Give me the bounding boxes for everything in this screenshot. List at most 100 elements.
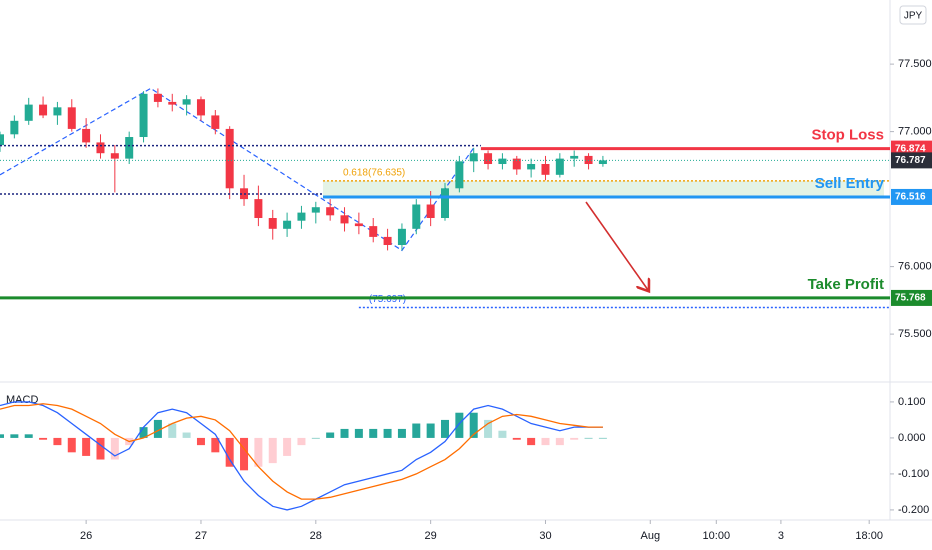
x-tick-label: 30 — [539, 530, 551, 542]
candle-body — [96, 142, 105, 154]
histogram-bar — [541, 437, 550, 446]
candle-body — [110, 153, 119, 159]
candle-body — [268, 218, 277, 229]
candle-body — [0, 134, 4, 146]
fib-label: 0.618(76.635) — [343, 168, 405, 179]
histogram-bar — [369, 428, 378, 438]
candle-body — [182, 99, 191, 105]
x-tick-label: Aug — [640, 530, 660, 542]
y-tick-label: 77.500 — [898, 58, 932, 70]
candle-body — [326, 207, 335, 216]
histogram-bar — [110, 437, 119, 460]
candle-body — [512, 158, 521, 170]
candle-body — [225, 128, 234, 189]
histogram-bar — [598, 437, 607, 439]
histogram-bar — [311, 437, 320, 439]
candle-body — [397, 228, 406, 246]
price-label: 76.874 — [895, 143, 926, 154]
arrow — [585, 201, 648, 290]
x-tick-label: 26 — [80, 530, 92, 542]
price-label-bg — [891, 152, 932, 169]
histogram-bar — [240, 437, 249, 471]
candle-body — [484, 153, 493, 165]
candle-body — [283, 220, 292, 229]
currency-box[interactable] — [899, 5, 927, 25]
level-name: Stop Loss — [811, 127, 884, 144]
x-tick-label: 18:00 — [855, 530, 883, 542]
histogram-bar — [10, 434, 19, 438]
candle-body — [541, 164, 550, 175]
candle-body — [527, 164, 536, 170]
histogram-bar — [527, 437, 536, 446]
macd-title: MACD — [6, 394, 38, 406]
histogram-bar — [555, 437, 564, 446]
price-label: 75.768 — [895, 293, 926, 304]
y-tick-label: 76.000 — [898, 261, 932, 273]
histogram-bar — [412, 423, 421, 438]
price-label-bg — [891, 188, 932, 205]
y-tick-label: -0.100 — [898, 468, 929, 480]
x-tick-label: 28 — [310, 530, 322, 542]
histogram-bar — [53, 437, 62, 446]
candle-body — [297, 212, 306, 221]
price-label-bg — [891, 289, 932, 306]
fib-label: (75.697) — [369, 294, 406, 305]
candle-body — [369, 226, 378, 237]
candle-body — [53, 107, 62, 116]
candle-body — [383, 236, 392, 246]
candle-body — [441, 188, 449, 219]
histogram-bar — [225, 437, 234, 467]
candle-body — [426, 204, 435, 219]
histogram-bar — [0, 434, 4, 438]
histogram-bar — [39, 437, 48, 440]
candle-body — [10, 120, 19, 135]
y-tick-label: 75.500 — [898, 328, 932, 340]
price-label: 76.787 — [895, 155, 926, 166]
histogram-bar — [153, 419, 162, 438]
candle-body — [67, 107, 76, 129]
x-tick-label: 29 — [425, 530, 437, 542]
histogram-bar — [354, 428, 363, 438]
histogram-bar — [168, 423, 177, 438]
x-tick-label: 3 — [778, 530, 784, 542]
candle-body — [196, 99, 205, 116]
currency: JPY — [904, 11, 923, 22]
candle-body — [153, 93, 162, 102]
candle-body — [39, 104, 48, 116]
histogram-bar — [211, 437, 220, 453]
histogram-bar — [139, 427, 148, 438]
histogram-bar — [383, 428, 392, 438]
candle-body — [254, 199, 263, 219]
histogram-bar — [96, 437, 105, 460]
histogram-bar — [24, 434, 33, 438]
candle-body — [498, 158, 507, 165]
sell-zone — [322, 180, 884, 197]
histogram-bar — [426, 423, 435, 438]
candle-body — [555, 158, 564, 175]
zigzag — [0, 87, 475, 252]
histogram-bar — [283, 437, 292, 456]
candle-body — [82, 128, 91, 143]
macd-line — [0, 401, 603, 511]
candle-body — [469, 153, 478, 162]
candle-body — [570, 155, 579, 159]
histogram-bar — [326, 432, 335, 438]
histogram-bar — [196, 437, 205, 446]
histogram-bar — [455, 412, 464, 438]
y-tick-label: 77.000 — [898, 126, 932, 138]
histogram-bar — [340, 428, 349, 438]
y-tick-label: -0.200 — [898, 504, 929, 516]
level-name: Sell Entry — [815, 175, 885, 192]
candle-body — [455, 161, 464, 189]
histogram-bar — [67, 437, 76, 453]
histogram-bar — [82, 437, 91, 456]
level-name: Take Profit — [808, 276, 884, 293]
candle-body — [340, 215, 349, 224]
histogram-bar — [297, 437, 306, 446]
candle-body — [24, 104, 33, 121]
candle-body — [168, 101, 177, 105]
price-label: 76.516 — [895, 192, 926, 203]
y-tick-label: 0.000 — [898, 432, 926, 444]
